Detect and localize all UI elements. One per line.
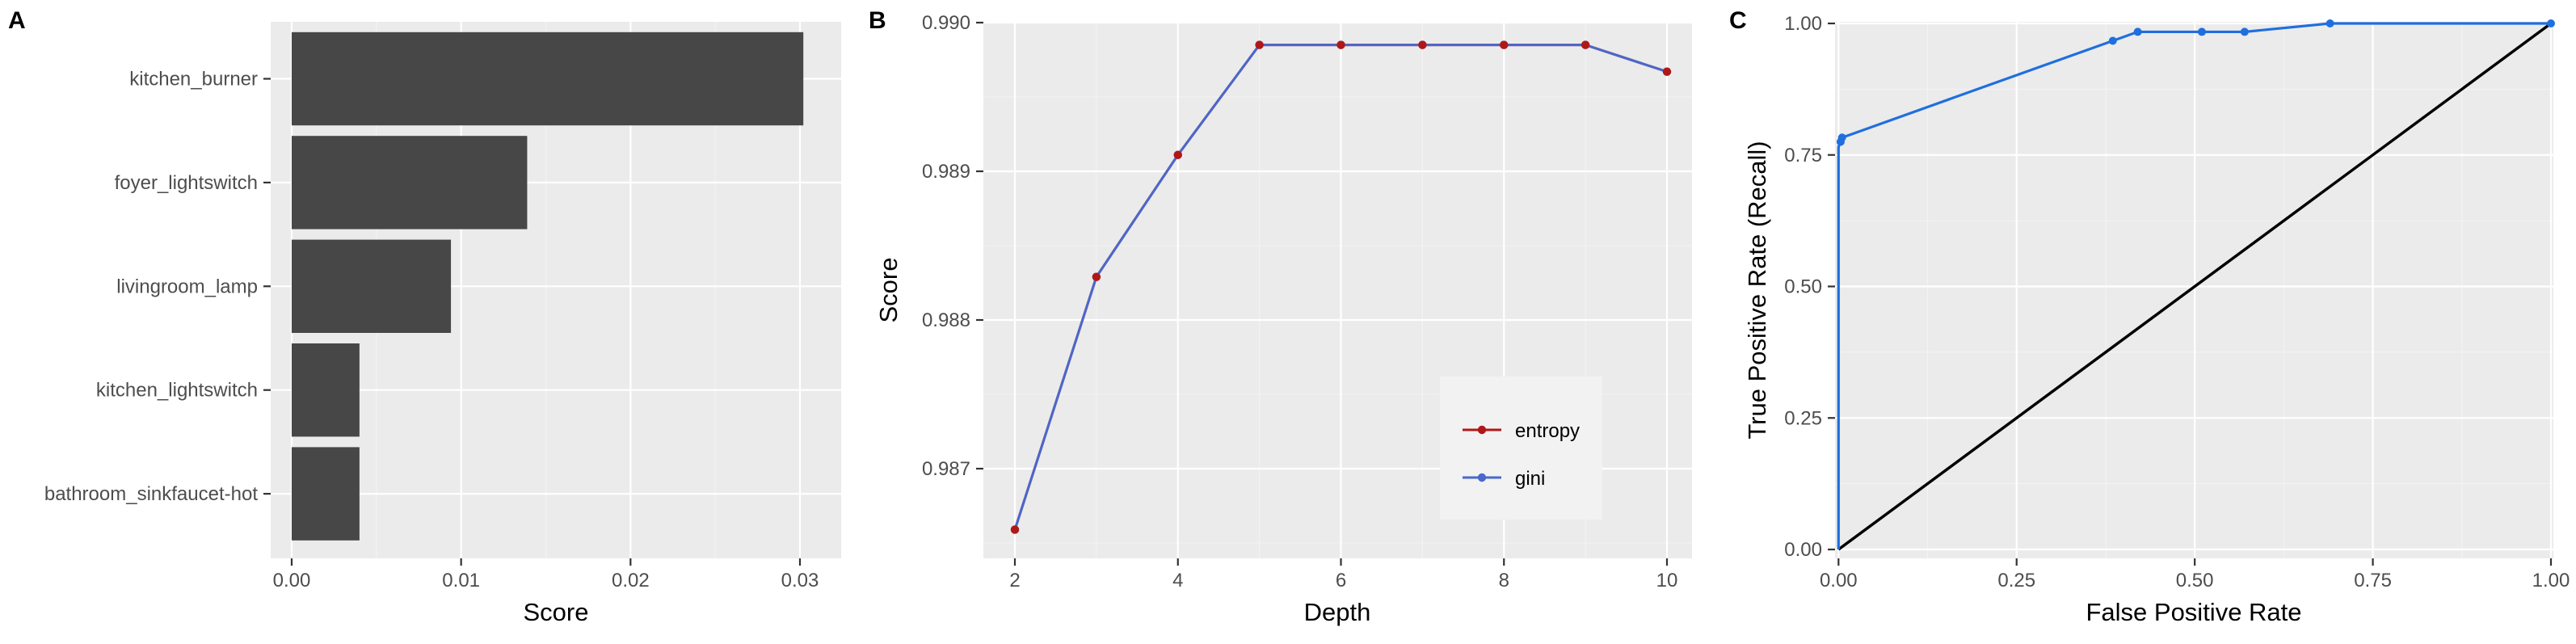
panel-b-y-axis: 0.987 0.988 0.989 0.990	[922, 12, 983, 480]
panel-c-series-points	[1836, 19, 2555, 146]
panel-b-letter: B	[869, 7, 886, 34]
panel-c-x-tick-label: 0.50	[2176, 570, 2214, 591]
data-point-entropy	[1336, 40, 1345, 49]
panel-c-y-axis-title: True Positive Rate (Recall)	[1743, 141, 1771, 439]
data-point-entropy	[1418, 40, 1427, 49]
panel-c-y-tick-label: 1.00	[1784, 13, 1822, 35]
roc-data-point	[2240, 27, 2249, 36]
panel-b-series-points	[1010, 40, 1672, 534]
legend-label-entropy: entropy	[1515, 420, 1580, 442]
panel-a-feature-importance: A kitchen_burner foyer_lightswitchlivingr…	[8, 7, 841, 626]
data-point-entropy	[1500, 40, 1509, 49]
roc-data-point	[2133, 27, 2142, 36]
panel-c-x-axis: 0.00 0.25 0.50 0.75 1.00	[1820, 558, 2570, 591]
panel-a-x-axis-title: Score	[524, 598, 589, 626]
panel-c-y-tick-label: 0.00	[1784, 539, 1822, 561]
panel-b-x-tick-label: 4	[1172, 570, 1183, 591]
data-point-entropy	[1581, 40, 1590, 49]
panel-b-y-tick-label: 0.987	[922, 458, 970, 480]
panel-a-x-tick-label: 0.01	[442, 570, 480, 591]
panel-a-letter: A	[8, 7, 26, 34]
panel-b-y-tick-label: 0.989	[922, 161, 970, 183]
legend-item-entropy: entropy	[1463, 420, 1580, 442]
legend-item-gini: gini	[1463, 468, 1545, 490]
panel-c-x-tick-label: 0.00	[1820, 570, 1858, 591]
bar-foyer_lightswitch	[292, 136, 528, 229]
panel-a-y-tick-label: kitchen_lightswitch	[96, 380, 258, 402]
bar-kitchen_burner	[292, 32, 804, 126]
legend-key-point-gini	[1477, 473, 1487, 482]
roc-data-point	[2197, 27, 2206, 36]
panel-a-x-tick-label: 0.00	[273, 570, 311, 591]
diagonal-reference-line	[1837, 22, 2553, 551]
panel-b-x-tick-label: 2	[1009, 570, 1020, 591]
bar-kitchen_lightswitch	[292, 343, 360, 437]
panel-c-letter: C	[1729, 7, 1747, 34]
panel-a-y-axis: kitchen_burner foyer_lightswitch livingroo…	[44, 69, 271, 505]
panel-a-bars	[292, 32, 804, 541]
roc-data-point	[1837, 133, 1846, 142]
panel-b-y-axis-title: Score	[874, 258, 903, 323]
roc-data-point	[2326, 19, 2334, 27]
panel-a-y-tick-label: kitchen_burner	[129, 69, 258, 90]
panel-b-x-axis: 2 4 6 8 10	[1009, 558, 1677, 591]
panel-b-gridlines	[983, 21, 1692, 558]
panel-c-y-axis: 0.00 0.25 0.50 0.75 1.00	[1784, 13, 1835, 561]
data-point-entropy	[1010, 525, 1020, 534]
roc-data-point	[2547, 19, 2555, 27]
panel-c-y-tick-label: 0.25	[1784, 407, 1822, 429]
panel-b-y-tick-label: 0.990	[922, 12, 970, 34]
legend-box	[1440, 377, 1602, 520]
legend-key-point-entropy	[1477, 425, 1487, 435]
panel-a-x-axis: 0.00 0.01 0.02 0.03	[273, 558, 819, 591]
panel-c-x-tick-label: 1.00	[2532, 570, 2570, 591]
panel-b-legend: entropy gini	[1440, 377, 1602, 520]
data-point-entropy	[1255, 40, 1264, 49]
panel-b-y-tick-label: 0.988	[922, 309, 970, 331]
bar-livingroom_lamp	[292, 239, 452, 333]
data-point-entropy	[1662, 67, 1672, 76]
bar-bathroom_sinkfaucet-hot	[292, 447, 360, 541]
panel-c-y-tick-label: 0.50	[1784, 276, 1822, 298]
panel-b-depth-score: B 0.987 0.988 0.989 0.990 2 4 6 8 10 Depth Scor…	[869, 7, 1692, 626]
legend-label-gini: gini	[1515, 468, 1545, 490]
panel-a-y-tick-label: livingroom_lamp	[116, 276, 258, 297]
data-point-entropy	[1092, 272, 1101, 281]
panel-c-roc-curve: C 0.00 0.25 0.50 0.75 1.00 0.00 0.25 0.50 0.75 1…	[1729, 7, 2570, 626]
data-point-entropy	[1173, 150, 1182, 159]
panel-c-x-tick-label: 0.25	[1997, 570, 2035, 591]
panel-b-x-tick-label: 10	[1656, 570, 1678, 591]
panel-b-x-axis-title: Depth	[1304, 598, 1371, 626]
panel-c-x-axis-title: False Positive Rate	[2086, 598, 2301, 626]
panel-c-y-tick-label: 0.75	[1784, 145, 1822, 166]
panel-a-x-tick-label: 0.03	[781, 570, 819, 591]
panel-b-x-tick-label: 8	[1499, 570, 1509, 591]
panel-a-y-tick-label: foyer_lightswitch	[115, 172, 258, 194]
panel-c-x-tick-label: 0.75	[2354, 570, 2392, 591]
panel-b-x-tick-label: 6	[1336, 570, 1346, 591]
panel-a-x-tick-label: 0.02	[612, 570, 650, 591]
roc-data-point	[2108, 36, 2117, 45]
panel-a-y-tick-label: bathroom_sinkfaucet-hot	[44, 483, 258, 505]
